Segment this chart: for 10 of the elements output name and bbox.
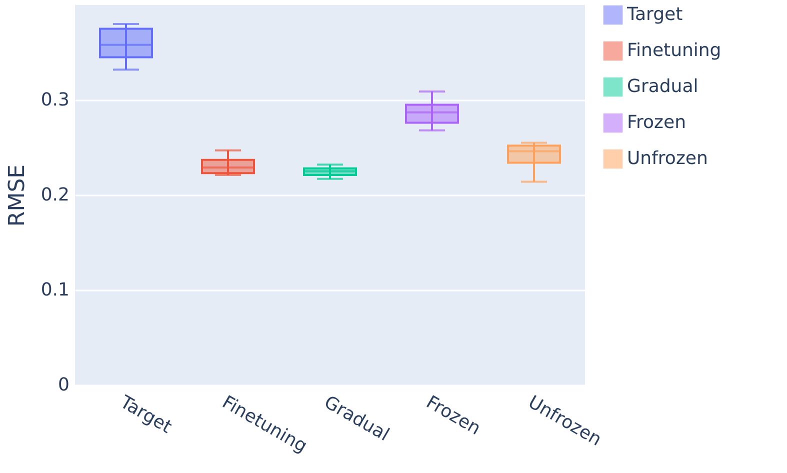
legend-label: Target (626, 4, 683, 25)
legend-label: Unfrozen (627, 148, 708, 169)
legend-label: Finetuning (627, 40, 722, 61)
y-axis-title: RMSE (4, 164, 30, 227)
y-tick-label: 0 (58, 374, 70, 396)
legend-label: Frozen (627, 112, 686, 133)
legend-label: Gradual (627, 76, 698, 97)
y-tick-label: 0.1 (40, 280, 70, 300)
y-tick-label: 0.3 (40, 90, 70, 110)
y-tick-label: 0.2 (40, 184, 70, 206)
